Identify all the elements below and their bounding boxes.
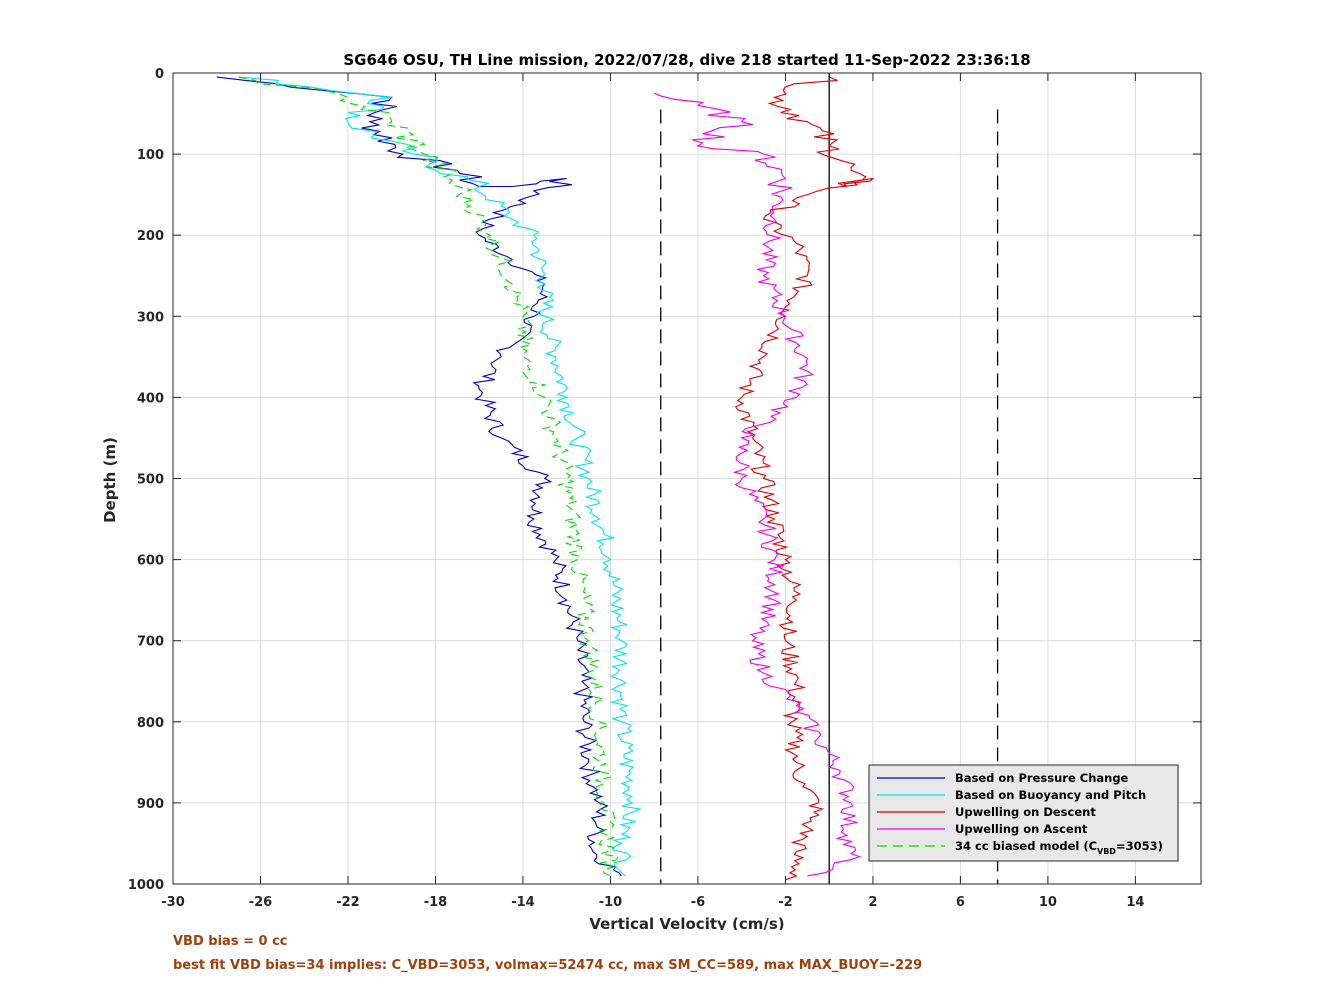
- grid: [172, 72, 1201, 885]
- x-tick-label: -6: [691, 895, 705, 910]
- reference-lines: [660, 73, 999, 884]
- velocity-depth-chart: -30 -26 -22 -18 -14 -10 -6 -2 2 6 10 14010020030040…: [101, 51, 1202, 930]
- x-tick-label: 6: [956, 895, 965, 910]
- x-tick-label: -22: [336, 895, 360, 910]
- legend-label: Upwelling on Descent: [955, 805, 1096, 819]
- axis-ticks: -30 -26 -22 -18 -14 -10 -6 -2 2 6 10 14010020030040…: [128, 67, 1201, 910]
- y-tick-label: 0: [155, 67, 164, 82]
- legend-label: Based on Buoyancy and Pitch: [955, 788, 1146, 802]
- x-tick-label: -26: [249, 895, 273, 910]
- x-tick-label: 10: [1039, 895, 1057, 910]
- x-tick-label: -14: [511, 895, 535, 910]
- y-tick-label: 500: [137, 473, 164, 488]
- x-axis-label: Vertical Velocity (cm/s): [589, 915, 784, 930]
- chart-title: SG646 OSU, TH Line mission, 2022/07/28, …: [343, 51, 1030, 69]
- x-tick-label: -2: [778, 895, 792, 910]
- y-tick-label: 400: [137, 391, 164, 406]
- legend-label: Upwelling on Ascent: [955, 822, 1088, 836]
- series-line-3: [734, 76, 875, 881]
- vbd-bias-note: VBD bias = 0 cc: [173, 934, 288, 949]
- x-tick-label: 14: [1126, 895, 1144, 910]
- y-tick-label: 700: [137, 635, 164, 650]
- y-tick-label: 900: [137, 797, 164, 812]
- series-line-2: [238, 76, 643, 877]
- best-fit-note: best fit VBD bias=34 implies: C_VBD=3053…: [173, 958, 923, 973]
- y-tick-label: 300: [137, 310, 164, 325]
- x-tick-label: 2: [868, 895, 877, 910]
- series-line-5: [238, 76, 619, 877]
- x-tick-label: -18: [424, 895, 448, 910]
- legend-subscript: VBD: [1097, 847, 1116, 856]
- series-line-4: [654, 92, 862, 877]
- y-tick-label: 600: [137, 554, 164, 569]
- legend-box: [868, 764, 1179, 862]
- y-tick-label: 100: [137, 148, 164, 163]
- y-axis-label: Depth (m): [101, 437, 119, 523]
- y-tick-label: 200: [137, 229, 164, 244]
- y-tick-label: 1000: [128, 878, 164, 893]
- legend: Based on Pressure Change Based on Buoyanc…: [868, 764, 1179, 862]
- x-tick-label: -10: [599, 895, 623, 910]
- series-lines: [216, 76, 875, 881]
- series-line-1: [216, 76, 622, 877]
- y-tick-label: 800: [137, 716, 164, 731]
- legend-label: Based on Pressure Change: [955, 771, 1129, 785]
- legend-suffix: =3053): [1116, 839, 1163, 853]
- x-tick-label: -30: [161, 895, 185, 910]
